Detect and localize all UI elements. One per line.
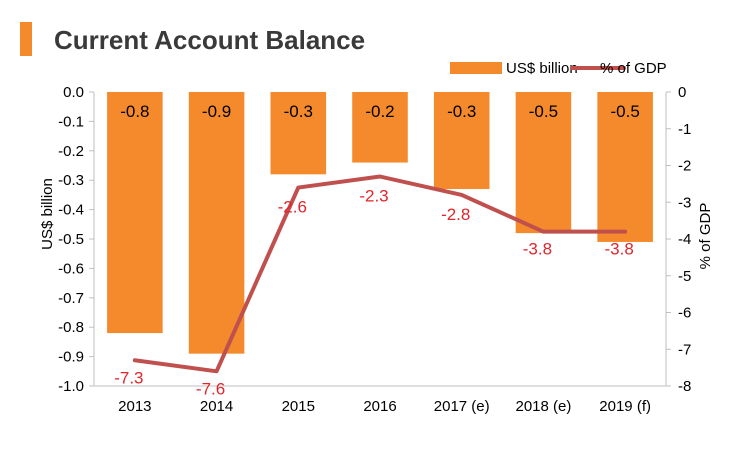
bar-data-label: -0.2 [365, 102, 394, 121]
title-accent-bar [20, 22, 32, 56]
line-data-label: -7.6 [196, 379, 225, 398]
y-tick-label: 0.0 [63, 84, 84, 101]
y-tick-label: -0.8 [58, 319, 84, 336]
y-tick-label: -0.4 [58, 202, 84, 219]
bar [433, 92, 490, 190]
y2-tick-label: -6 [678, 305, 691, 322]
bar [352, 92, 408, 163]
bar-data-label: -0.9 [202, 102, 231, 121]
bar [107, 92, 163, 334]
y-tick-label: -0.2 [58, 143, 84, 160]
y2-axis-label: % of GDP [697, 203, 714, 270]
y-tick-label: -0.6 [58, 260, 84, 277]
bar [188, 92, 245, 354]
chart-title: Current Account Balance [54, 25, 366, 55]
x-tick-label: 2015 [282, 398, 315, 415]
line-data-label: -7.3 [114, 368, 143, 387]
line-data-label: -2.6 [278, 198, 307, 217]
y2-tick-label: -1 [678, 121, 691, 138]
bar-data-label: -0.3 [447, 102, 476, 121]
x-tick-label: 2016 [363, 398, 396, 415]
x-tick-label: 2019 (f) [599, 398, 651, 415]
y2-tick-label: 0 [678, 84, 686, 101]
plot-area: 0.0 -0.1 -0.2 -0.3 -0.4 -0.5 -0.6 -0.7 -0.8 -0.9 -… [58, 84, 691, 415]
y2-tick-label: -8 [678, 378, 691, 395]
bar [597, 92, 653, 242]
bar [515, 92, 572, 234]
y2-tick-label: -3 [678, 194, 691, 211]
bar-data-label: -0.5 [610, 102, 639, 121]
x-tick-label: 2014 [200, 398, 233, 415]
y2-tick-label: -4 [678, 231, 691, 248]
y-tick-label: -0.7 [58, 290, 84, 307]
y2-tick-label: -2 [678, 158, 691, 175]
legend-label-line: % of GDP [600, 60, 667, 77]
line-data-label: -3.8 [604, 240, 633, 259]
y-tick-label: -0.1 [58, 113, 84, 130]
line-data-label: -2.3 [359, 187, 388, 206]
x-tick-label: 2013 [118, 398, 151, 415]
x-tick-label: 2018 (e) [515, 398, 571, 415]
line-data-label: -2.8 [441, 205, 470, 224]
line-series [132, 174, 628, 374]
y-tick-label: -0.3 [58, 172, 84, 189]
y-tick-label: -1.0 [58, 378, 84, 395]
bar-data-label: -0.8 [120, 102, 149, 121]
legend-swatch-bar [450, 62, 502, 74]
y-axis-label: US$ billion [39, 178, 56, 250]
y2-tick-label: -5 [678, 268, 691, 285]
bar [270, 92, 327, 175]
bar-data-label: -0.3 [284, 102, 313, 121]
x-tick-label: 2017 (e) [434, 398, 490, 415]
legend: US$ billion % of GDP [450, 60, 667, 77]
legend-label-bar: US$ billion [506, 60, 578, 77]
y2-tick-label: -7 [678, 341, 691, 358]
bar-data-label: -0.5 [529, 102, 558, 121]
y-tick-label: -0.5 [58, 231, 84, 248]
line-data-label: -3.8 [523, 240, 552, 259]
y-tick-label: -0.9 [58, 349, 84, 366]
